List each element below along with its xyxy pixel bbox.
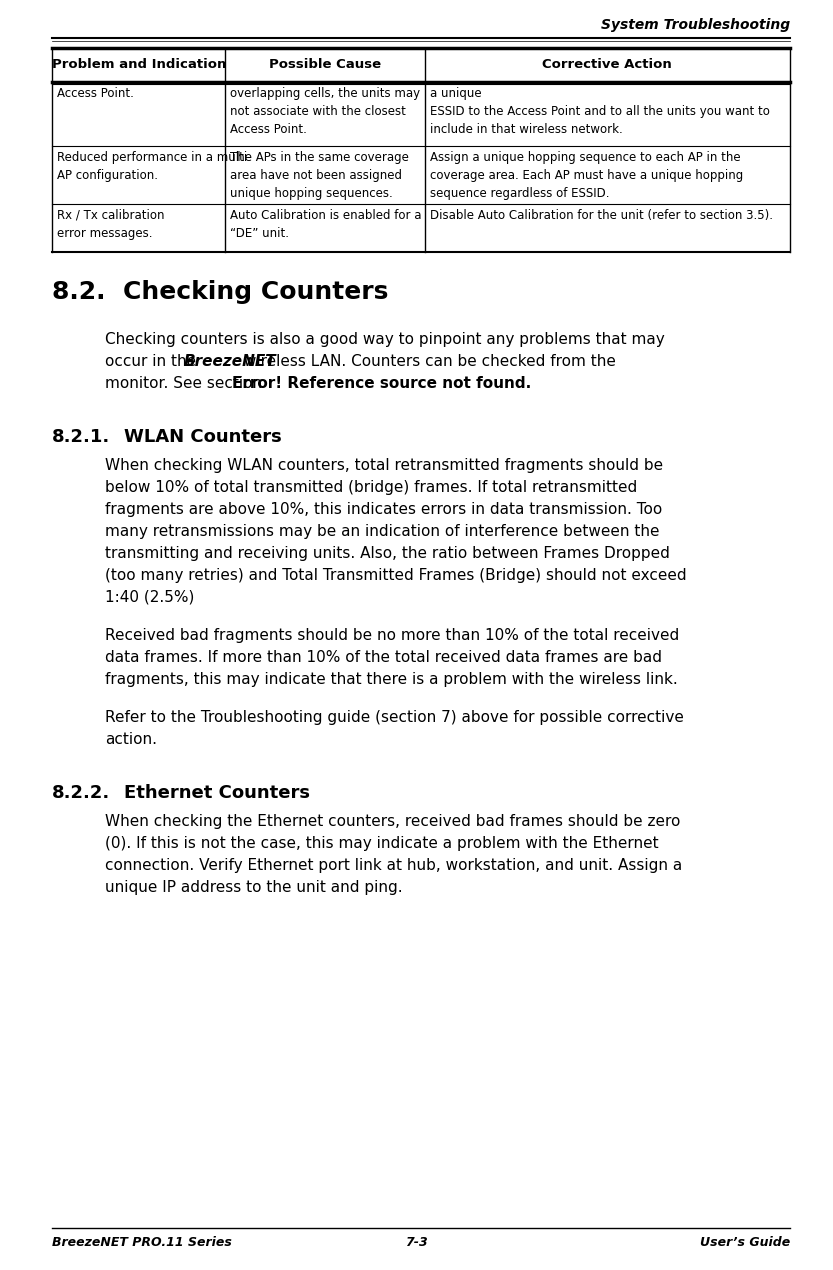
Text: Received bad fragments should be no more than 10% of the total received: Received bad fragments should be no more… <box>105 627 679 643</box>
Text: Corrective Action: Corrective Action <box>542 58 672 71</box>
Text: 8.2.1.: 8.2.1. <box>52 428 110 446</box>
Text: Checking counters is also a good way to pinpoint any problems that may: Checking counters is also a good way to … <box>105 331 665 347</box>
Text: below 10% of total transmitted (bridge) frames. If total retransmitted: below 10% of total transmitted (bridge) … <box>105 480 637 495</box>
Text: Rx / Tx calibration
error messages.: Rx / Tx calibration error messages. <box>57 210 164 240</box>
Text: Possible Cause: Possible Cause <box>269 58 382 71</box>
Text: 1:40 (2.5%): 1:40 (2.5%) <box>105 591 194 605</box>
Text: 8.2.  Checking Counters: 8.2. Checking Counters <box>52 279 388 304</box>
Text: Refer to the Troubleshooting guide (section 7) above for possible corrective: Refer to the Troubleshooting guide (sect… <box>105 710 684 725</box>
Text: unique IP address to the unit and ping.: unique IP address to the unit and ping. <box>105 880 402 895</box>
Text: Disable Auto Calibration for the unit (refer to section 3.5).: Disable Auto Calibration for the unit (r… <box>430 210 773 222</box>
Text: 8.2.2.: 8.2.2. <box>52 784 110 801</box>
Text: (too many retries) and Total Transmitted Frames (Bridge) should not exceed: (too many retries) and Total Transmitted… <box>105 568 686 583</box>
Text: fragments, this may indicate that there is a problem with the wireless link.: fragments, this may indicate that there … <box>105 672 678 687</box>
Text: Reduced performance in a multi-
AP configuration.: Reduced performance in a multi- AP confi… <box>57 151 252 182</box>
Text: Problem and Indication: Problem and Indication <box>52 58 226 71</box>
Text: many retransmissions may be an indication of interference between the: many retransmissions may be an indicatio… <box>105 525 660 538</box>
Text: User’s Guide: User’s Guide <box>700 1236 790 1248</box>
Text: Ethernet Counters: Ethernet Counters <box>124 784 310 801</box>
Text: transmitting and receiving units. Also, the ratio between Frames Dropped: transmitting and receiving units. Also, … <box>105 546 670 561</box>
Text: fragments are above 10%, this indicates errors in data transmission. Too: fragments are above 10%, this indicates … <box>105 502 662 517</box>
Text: data frames. If more than 10% of the total received data frames are bad: data frames. If more than 10% of the tot… <box>105 650 662 665</box>
Text: action.: action. <box>105 732 157 747</box>
Text: a unique
ESSID to the Access Point and to all the units you want to
include in t: a unique ESSID to the Access Point and t… <box>430 88 770 136</box>
Text: 7-3: 7-3 <box>405 1236 428 1248</box>
Text: occur in the: occur in the <box>105 354 201 370</box>
Text: (0). If this is not the case, this may indicate a problem with the Ethernet: (0). If this is not the case, this may i… <box>105 836 659 851</box>
Text: overlapping cells, the units may
not associate with the closest
Access Point.: overlapping cells, the units may not ass… <box>231 88 421 136</box>
Text: Access Point.: Access Point. <box>57 88 134 100</box>
Text: Auto Calibration is enabled for a
“DE” unit.: Auto Calibration is enabled for a “DE” u… <box>231 210 422 240</box>
Text: Assign a unique hopping sequence to each AP in the
coverage area. Each AP must h: Assign a unique hopping sequence to each… <box>430 151 743 199</box>
Text: WLAN Counters: WLAN Counters <box>124 428 282 446</box>
Text: monitor. See section: monitor. See section <box>105 376 267 391</box>
Text: wireless LAN. Counters can be checked from the: wireless LAN. Counters can be checked fr… <box>239 354 616 370</box>
Text: System Troubleshooting: System Troubleshooting <box>601 18 790 32</box>
Text: connection. Verify Ethernet port link at hub, workstation, and unit. Assign a: connection. Verify Ethernet port link at… <box>105 859 682 872</box>
Text: Error! Reference source not found.: Error! Reference source not found. <box>232 376 531 391</box>
Text: BreezeNET PRO.11 Series: BreezeNET PRO.11 Series <box>52 1236 232 1248</box>
Text: .: . <box>441 376 446 391</box>
Text: BreezeNET: BreezeNET <box>183 354 277 370</box>
Text: The APs in the same coverage
area have not been assigned
unique hopping sequence: The APs in the same coverage area have n… <box>231 151 409 199</box>
Text: When checking the Ethernet counters, received bad frames should be zero: When checking the Ethernet counters, rec… <box>105 814 681 829</box>
Text: When checking WLAN counters, total retransmitted fragments should be: When checking WLAN counters, total retra… <box>105 458 663 472</box>
